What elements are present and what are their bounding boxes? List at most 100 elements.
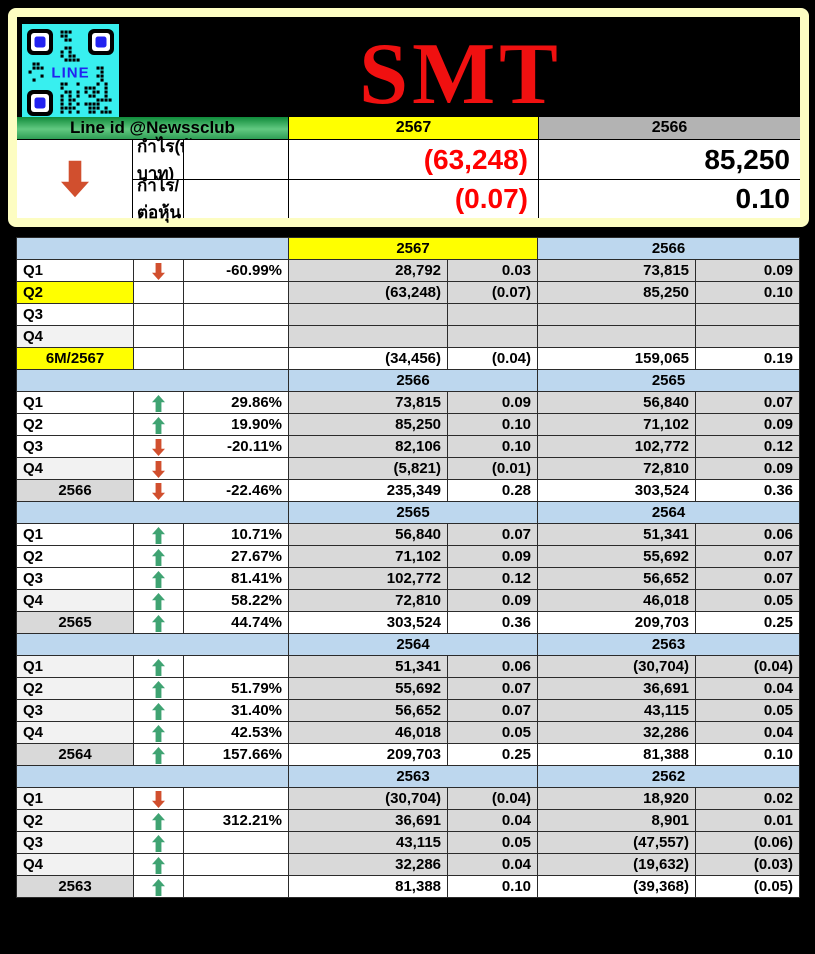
eps-left-cell: 0.12 <box>447 567 539 590</box>
quarter-row: Q3 81.41% 102,772 0.12 56,652 0.07 <box>16 567 801 590</box>
up-arrow-icon <box>152 570 165 588</box>
year-total-row: 2566 -22.46% 235,349 0.28 303,524 0.36 <box>16 479 801 502</box>
summary-trend-arrow-cell <box>17 140 132 218</box>
profit-right-cell: (39,368) <box>537 875 697 898</box>
up-arrow-icon <box>152 812 165 830</box>
quarterly-results-table: 2567 2566 Q1 -60.99% 28,792 0.03 73,815 0.09 Q2(… <box>15 237 801 898</box>
quarter-row: Q3 43,115 0.05 (47,557) (0.06) <box>16 831 801 854</box>
profit-right-cell: 55,692 <box>537 545 697 568</box>
period-label-cell: Q1 <box>16 391 134 414</box>
percent-change-cell: 19.90% <box>182 413 290 436</box>
year-right-header: 2564 <box>537 501 801 524</box>
trend-arrow-cell <box>133 655 184 678</box>
summary-year-left-header: 2567 <box>289 117 538 139</box>
trend-arrow-cell <box>133 391 184 414</box>
up-arrow-icon <box>152 680 165 698</box>
down-arrow-icon <box>152 482 165 500</box>
down-arrow-icon <box>60 160 89 198</box>
eps-left-cell: 0.05 <box>447 721 539 744</box>
profit-left-cell: 209,703 <box>288 743 449 766</box>
year-right-header: 2565 <box>537 369 801 392</box>
page-title: SMT <box>359 26 562 123</box>
year-total-row: 2565 44.74% 303,524 0.36 209,703 0.25 <box>16 611 801 634</box>
percent-change-cell: -20.11% <box>182 435 290 458</box>
period-label-cell: Q2 <box>16 809 134 832</box>
up-arrow-icon <box>152 592 165 610</box>
profit-left-cell: 46,018 <box>288 721 449 744</box>
down-arrow-icon <box>152 262 165 280</box>
percent-change-cell: -22.46% <box>182 479 290 502</box>
eps-left-cell: 0.07 <box>447 677 539 700</box>
trend-arrow-cell <box>133 325 184 348</box>
eps-left-cell: 0.10 <box>447 413 539 436</box>
trend-arrow-cell <box>133 721 184 744</box>
period-label-cell: Q4 <box>16 721 134 744</box>
percent-change-cell <box>182 655 290 678</box>
profit-left-cell <box>288 303 449 326</box>
percent-change-cell <box>182 853 290 876</box>
percent-change-cell <box>182 831 290 854</box>
eps-right-cell: 0.09 <box>695 413 801 436</box>
eps-right-cell: 0.07 <box>695 567 801 590</box>
year-left-header: 2564 <box>288 633 539 656</box>
profit-right-cell: (19,632) <box>537 853 697 876</box>
profit-left-cell: 82,106 <box>288 435 449 458</box>
profit-left-cell <box>288 325 449 348</box>
eps-left-cell: 0.05 <box>447 831 539 854</box>
trend-arrow-cell <box>133 457 184 480</box>
profit-current-value: (63,248) <box>289 140 538 179</box>
quarter-row: Q1 51,341 0.06 (30,704) (0.04) <box>16 655 801 678</box>
eps-right-cell: 0.09 <box>695 457 801 480</box>
eps-label: กำไร/ต่อหุ้น <box>133 176 183 222</box>
line-qr-code: LINE <box>22 24 119 121</box>
eps-previous-value: 0.10 <box>539 180 800 218</box>
down-arrow-icon <box>152 790 165 808</box>
trend-arrow-cell <box>133 611 184 634</box>
profit-left-cell: 28,792 <box>288 259 449 282</box>
year-total-row: 2564 157.66% 209,703 0.25 81,388 0.10 <box>16 743 801 766</box>
line-id-banner: Line id @Newssclub <box>17 117 288 139</box>
eps-right-cell: (0.04) <box>695 655 801 678</box>
year-left-header: 2567 <box>288 237 539 260</box>
eps-right-cell <box>695 325 801 348</box>
quarter-row: Q4 32,286 0.04 (19,632) (0.03) <box>16 853 801 876</box>
percent-change-cell: 42.53% <box>182 721 290 744</box>
trend-arrow-cell <box>133 875 184 898</box>
trend-arrow-cell <box>133 809 184 832</box>
trend-arrow-cell <box>133 523 184 546</box>
profit-left-cell: 81,388 <box>288 875 449 898</box>
period-label-cell: Q1 <box>16 259 134 282</box>
percent-change-cell <box>182 303 290 326</box>
percent-change-cell <box>182 347 290 370</box>
percent-change-cell <box>182 325 290 348</box>
block-header-spacer <box>15 765 290 788</box>
profit-right-cell: 73,815 <box>537 259 697 282</box>
profit-left-cell: 43,115 <box>288 831 449 854</box>
profit-right-cell: 85,250 <box>537 281 697 304</box>
down-arrow-icon <box>152 460 165 478</box>
eps-right-cell: 0.02 <box>695 787 801 810</box>
profit-right-cell: 18,920 <box>537 787 697 810</box>
quarter-row: Q2 (63,248) (0.07) 85,250 0.10 <box>16 281 801 304</box>
period-label-cell: Q1 <box>16 655 134 678</box>
eps-left-cell: 0.06 <box>447 655 539 678</box>
profit-left-cell: 102,772 <box>288 567 449 590</box>
eps-right-cell: 0.04 <box>695 677 801 700</box>
eps-left-cell: (0.01) <box>447 457 539 480</box>
profit-right-cell: 36,691 <box>537 677 697 700</box>
eps-left-cell: 0.28 <box>447 479 539 502</box>
eps-right-cell: (0.03) <box>695 853 801 876</box>
year-left-header: 2566 <box>288 369 539 392</box>
trend-arrow-cell <box>133 853 184 876</box>
eps-right-cell: (0.05) <box>695 875 801 898</box>
up-arrow-icon <box>152 878 165 896</box>
period-label-cell: Q3 <box>16 435 134 458</box>
header-panel: LINE SMT Line id @Newssclub 2567 2566 กำ… <box>8 8 809 227</box>
block-header-spacer <box>15 633 290 656</box>
up-arrow-icon <box>152 856 165 874</box>
profit-left-cell: 72,810 <box>288 589 449 612</box>
trend-arrow-cell <box>133 831 184 854</box>
percent-change-cell <box>182 875 290 898</box>
block-header-spacer <box>15 369 290 392</box>
percent-change-cell: 58.22% <box>182 589 290 612</box>
